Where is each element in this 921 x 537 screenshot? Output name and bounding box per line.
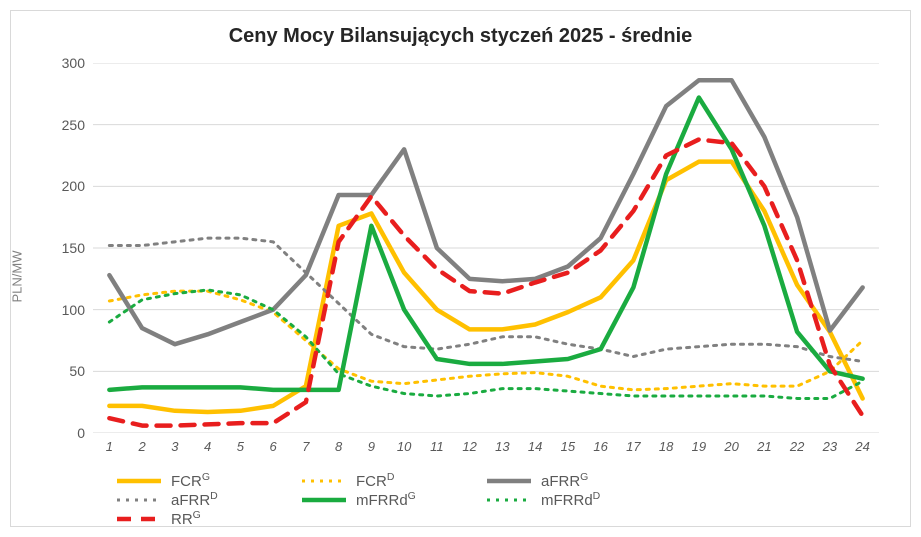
y-tick-label: 50 xyxy=(69,363,93,379)
y-tick-label: 300 xyxy=(62,55,93,71)
series-afrr_g xyxy=(109,80,862,344)
chart-outer: Ceny Mocy Bilansujących styczeń 2025 - ś… xyxy=(0,0,921,537)
y-axis-label: PLN/MW xyxy=(10,250,25,302)
legend-label: RRG xyxy=(171,509,201,528)
x-tick-label: 6 xyxy=(270,433,277,454)
legend-label: aFRRD xyxy=(171,490,218,509)
legend-item-fcr_g: FCRG xyxy=(117,471,292,490)
x-tick-label: 23 xyxy=(823,433,837,454)
legend-label: aFRRG xyxy=(541,471,588,490)
x-tick-label: 20 xyxy=(724,433,738,454)
legend-swatch xyxy=(487,475,531,487)
y-tick-label: 250 xyxy=(62,117,93,133)
x-tick-label: 16 xyxy=(593,433,607,454)
y-tick-label: 100 xyxy=(62,302,93,318)
legend-item-mfrrd_d: mFRRdD xyxy=(487,490,662,509)
x-tick-label: 18 xyxy=(659,433,673,454)
legend-label: FCRG xyxy=(171,471,210,490)
x-tick-label: 2 xyxy=(139,433,146,454)
y-tick-label: 150 xyxy=(62,240,93,256)
x-tick-label: 15 xyxy=(561,433,575,454)
legend-label: FCRD xyxy=(356,471,394,490)
chart-title: Ceny Mocy Bilansujących styczeń 2025 - ś… xyxy=(11,25,910,48)
x-tick-label: 11 xyxy=(430,433,444,454)
legend-swatch xyxy=(302,475,346,487)
legend-item-rr_g: RRG xyxy=(117,509,292,528)
x-tick-label: 3 xyxy=(171,433,178,454)
series-afrr_d xyxy=(109,238,862,361)
x-tick-label: 22 xyxy=(790,433,804,454)
x-tick-label: 14 xyxy=(528,433,542,454)
legend-item-mfrrd_g: mFRRdG xyxy=(302,490,477,509)
x-tick-label: 12 xyxy=(462,433,476,454)
legend-swatch xyxy=(302,494,346,506)
x-tick-label: 4 xyxy=(204,433,211,454)
legend-label: mFRRdD xyxy=(541,490,600,509)
legend-swatch xyxy=(117,475,161,487)
x-tick-label: 5 xyxy=(237,433,244,454)
x-tick-label: 21 xyxy=(757,433,771,454)
x-tick-label: 8 xyxy=(335,433,342,454)
chart-frame: Ceny Mocy Bilansujących styczeń 2025 - ś… xyxy=(10,10,911,527)
y-tick-label: 0 xyxy=(77,425,93,441)
x-tick-label: 24 xyxy=(855,433,869,454)
x-tick-label: 17 xyxy=(626,433,640,454)
legend-swatch xyxy=(117,494,161,506)
legend-item-afrr_g: aFRRG xyxy=(487,471,662,490)
plot-svg xyxy=(93,63,879,433)
x-tick-label: 1 xyxy=(106,433,113,454)
series-mfrrd_g xyxy=(109,98,862,390)
x-tick-label: 7 xyxy=(302,433,309,454)
x-tick-label: 9 xyxy=(368,433,375,454)
legend-item-afrr_d: aFRRD xyxy=(117,490,292,509)
legend: FCRG FCRD aFRRG aFRRD mFRRdG mFRRdD RRG xyxy=(117,471,837,528)
legend-swatch xyxy=(487,494,531,506)
legend-item-fcr_d: FCRD xyxy=(302,471,477,490)
x-tick-label: 13 xyxy=(495,433,509,454)
series-rr_g xyxy=(109,139,862,425)
plot-area: 0501001502002503001234567891011121314151… xyxy=(93,63,879,433)
legend-swatch xyxy=(117,513,161,525)
y-tick-label: 200 xyxy=(62,178,93,194)
x-tick-label: 10 xyxy=(397,433,411,454)
x-tick-label: 19 xyxy=(692,433,706,454)
legend-label: mFRRdG xyxy=(356,490,416,509)
